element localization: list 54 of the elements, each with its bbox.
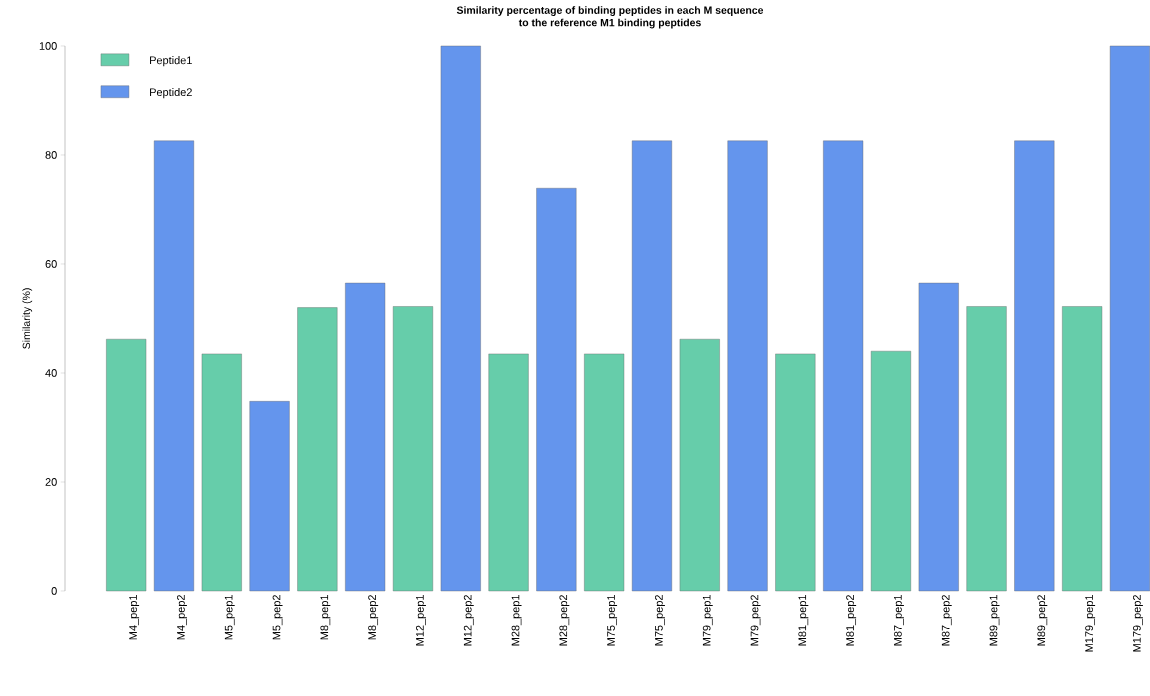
x-tick-label: M81_pep2 [846,595,857,646]
x-tick-label: M4_pep1 [129,595,140,640]
x-tick-label: M75_pep1 [607,595,618,646]
bar [1014,140,1055,592]
x-tick-label: M79_pep2 [750,595,761,646]
bar [488,353,529,592]
x-tick-label: M179_pep2 [1132,595,1143,652]
y-tick-label: 60 [45,260,57,268]
bar [440,45,481,592]
x-tick-label: M5_pep1 [224,595,235,640]
x-tick-label: M79_pep1 [702,595,713,646]
bar [201,353,242,592]
x-tick-label: M28_pep2 [559,595,570,646]
x-tick-label: M28_pep1 [511,595,522,646]
x-tick-label: M5_pep2 [272,595,283,640]
y-tick-label: 20 [45,478,57,486]
chart-title: Similarity percentage of binding peptides in each M sequence to the reference M1 binding peptides [456,6,764,29]
x-tick-label: M89_pep1 [989,595,1000,646]
y-tick-label: 40 [45,369,57,377]
x-tick-label: M87_pep1 [894,595,904,646]
bar [584,353,625,592]
x-tick-label: M12_pep2 [463,595,474,646]
x-tick-label: M87_pep2 [941,595,952,646]
bar [775,353,816,592]
x-tick-label: M179_pep1 [1085,595,1096,652]
bar [679,338,720,592]
bar [823,140,864,592]
bar [536,188,577,592]
bar [918,282,959,592]
bar [966,306,1007,592]
y-tick-label: 80 [45,151,57,159]
bar [727,140,768,592]
y-tick-label: 0 [51,587,57,595]
bar [153,140,195,592]
bar [1109,45,1150,592]
y-axis-title: Similarity (%) [22,288,33,349]
bar [392,306,434,592]
bar [1062,306,1103,592]
x-tick-label: M75_pep2 [655,595,665,646]
bar [297,307,338,592]
bar [249,401,290,592]
x-tick-label: M4_pep2 [177,595,187,640]
bar [870,350,911,592]
bar [106,338,147,592]
legend-label: Peptide1 [150,56,192,67]
x-tick-label: M8_pep1 [320,595,331,640]
x-tick-label: M12_pep1 [416,595,426,646]
bar [631,140,672,592]
bar [345,282,386,592]
y-tick-label: 100 [39,42,57,50]
legend-label: Peptide2 [150,88,192,99]
x-tick-label: M81_pep1 [798,595,809,646]
x-tick-label: M89_pep2 [1037,595,1048,646]
x-tick-label: M8_pep2 [368,595,379,640]
